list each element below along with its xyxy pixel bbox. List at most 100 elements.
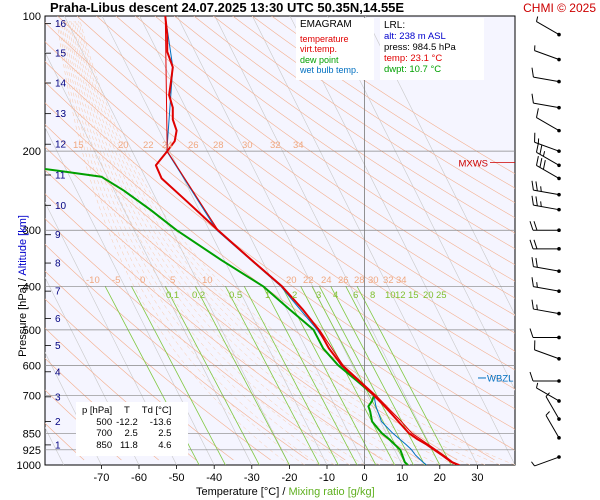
series-line-temperature	[154, 16, 459, 465]
x-tick-label: -10	[319, 472, 335, 484]
wind-barb-full	[531, 93, 534, 104]
wind-barb-dot	[557, 128, 561, 133]
legend-item-dew-point: dew point	[300, 54, 339, 65]
altitude-tick-label: 14	[55, 78, 67, 89]
altitude-tick-label: 9	[55, 230, 61, 241]
y-tick-label: 200	[23, 146, 41, 158]
mixing-ratio-label: 0.1	[166, 290, 179, 301]
altitude-tick-label: 2	[55, 417, 61, 428]
wind-barb-staff	[533, 76, 560, 83]
wind-barb-staff	[533, 308, 560, 315]
moist-adiabat-line	[64, 20, 365, 465]
dry-adiabat-line	[252, 16, 515, 189]
y-tick-label: 1000	[17, 460, 41, 472]
summary-table: p [hPa] T Td [°C] 500 -12.2 -13.6 700 2.…	[76, 402, 188, 456]
altitude-tick-label: 8	[55, 259, 61, 270]
lrl-title: LRL:	[384, 20, 406, 31]
table-cell: -13.6	[149, 416, 172, 428]
dry-adiabat-line	[45, 146, 458, 461]
dry-adiabat-label: 30	[242, 140, 253, 151]
dry-adiabat-line	[45, 41, 515, 390]
wind-barb-half	[540, 201, 542, 207]
table-row: 850 11.8 4.6	[82, 440, 175, 452]
wind-barb-dot	[557, 163, 561, 168]
wind-barb-dot	[557, 399, 561, 403]
dry-adiabat-line	[45, 193, 383, 461]
moist-adiabat-line	[61, 20, 335, 465]
moist-adiabat-label: 0	[140, 275, 145, 286]
altitude-tick-label: 12	[55, 140, 67, 151]
dry-adiabat-line	[96, 16, 515, 316]
moist-adiabat-label: 10	[202, 275, 213, 286]
moist-adiabat-line	[58, 20, 305, 465]
wind-barb-full	[542, 160, 546, 170]
y-tick-label: 300	[23, 225, 41, 237]
altitude-tick-label: 5	[55, 341, 61, 352]
wind-barb	[535, 108, 561, 133]
dry-adiabat-label: 15	[73, 140, 84, 151]
dry-adiabat-line	[154, 16, 515, 266]
wind-barb-full	[531, 277, 534, 287]
dry-adiabat-line	[45, 61, 515, 410]
moist-adiabat-label: 5	[170, 275, 175, 286]
wind-barb-dot	[557, 105, 561, 110]
dry-adiabat-label: 28	[213, 140, 224, 151]
wind-barb-full	[531, 67, 534, 78]
mixing-ratio-line	[164, 286, 260, 465]
mixing-ratio-line	[243, 286, 339, 465]
moist-adiabat-label: 20	[286, 275, 297, 286]
mixing-ratio-line	[262, 286, 358, 465]
altitude-tick-label: 1	[55, 440, 61, 451]
moist-adiabat-label: -10	[86, 275, 100, 286]
altitude-tick-label: 13	[55, 109, 67, 120]
table-cell: 500	[96, 416, 113, 428]
moist-adiabat-line	[56, 20, 290, 465]
wind-barb-half	[535, 382, 539, 389]
table-header-pressure: p [hPa]	[82, 405, 113, 416]
wind-barb-staff	[533, 286, 560, 292]
altitude-tick-label: 7	[55, 287, 61, 298]
wind-barb	[531, 257, 561, 273]
plot-area	[44, 15, 516, 466]
dry-adiabat-line	[271, 16, 515, 175]
wind-barb-staff	[536, 21, 560, 36]
series-line-wet-bulb-temp	[164, 16, 427, 465]
table-header-dewpoint: Td [°C]	[141, 405, 172, 416]
x-axis-label-mixing: Mixing ratio [g/kg]	[288, 486, 375, 498]
wind-barb	[545, 392, 561, 421]
wind-barb-half	[531, 461, 535, 467]
wind-barb	[545, 411, 561, 440]
wind-barb-staff	[536, 117, 560, 132]
wind-barb	[534, 132, 561, 153]
isotherm-line	[289, 16, 515, 465]
wind-barb-full	[529, 221, 534, 231]
wind-barb-full	[539, 158, 543, 168]
dry-adiabat-line	[76, 16, 515, 334]
mixing-ratio-line	[195, 286, 290, 465]
dry-adiabat-line	[57, 16, 515, 352]
plot-layer	[45, 16, 515, 465]
wind-barb-full	[529, 328, 534, 338]
wind-barb-full	[533, 221, 538, 231]
isotherm-line	[45, 51, 253, 465]
y-axis-label: Pressure [hPa] / Altitude [km]	[17, 215, 29, 357]
wind-barb-full	[535, 108, 539, 118]
moist-adiabat-line	[72, 20, 440, 465]
wind-barb-dot	[557, 79, 561, 84]
wind-barb	[534, 340, 561, 361]
legend-title: EMAGRAM	[300, 19, 352, 30]
mixing-ratio-label: 25	[436, 290, 447, 301]
wind-barb-full	[531, 257, 534, 267]
altitude-tick-label: 6	[55, 314, 61, 325]
dry-adiabat-line	[45, 244, 309, 461]
isotherm-line	[45, 126, 215, 465]
dry-adiabat-line	[45, 169, 421, 461]
wind-barb-full	[531, 195, 534, 206]
legend-item-temperature: temperature	[300, 33, 349, 44]
wind-barb	[529, 371, 561, 383]
moist-adiabat-label: 24	[321, 275, 332, 286]
dry-adiabat-line	[45, 357, 159, 461]
wind-barb	[535, 142, 561, 168]
wind-barb-dot	[557, 269, 561, 273]
